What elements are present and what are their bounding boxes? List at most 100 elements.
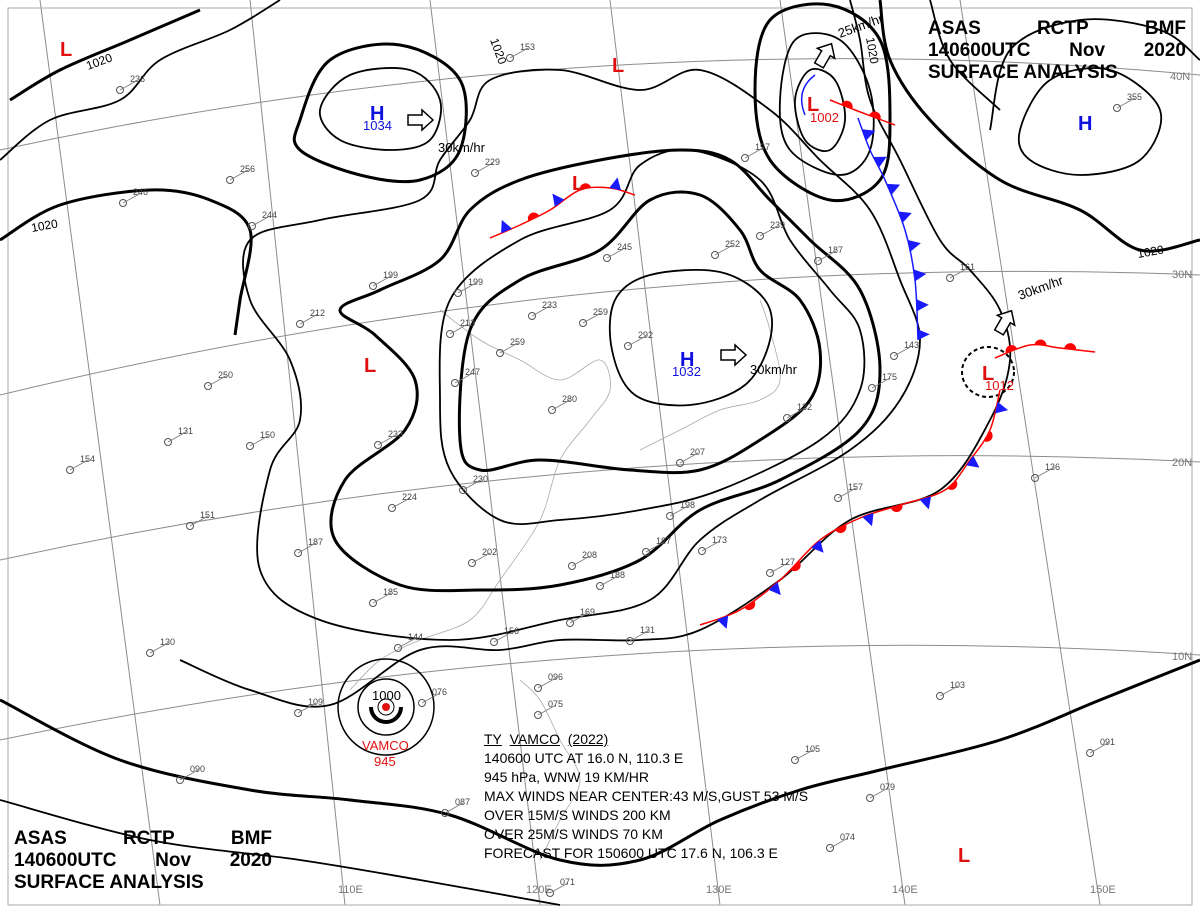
cold-front-triangle (768, 582, 781, 596)
isobar-line (0, 0, 281, 161)
station-pressure: 252 (725, 239, 740, 249)
station-pressure: 127 (780, 557, 795, 567)
low-pressure-center: L (807, 94, 819, 116)
isobar-value-label: 1020 (863, 36, 881, 65)
longitude-label: 150E (1090, 884, 1116, 896)
parallel-line (0, 58, 1200, 151)
station-circle-icon (369, 282, 377, 290)
station-circle-icon (248, 222, 256, 230)
station-pressure: 236 (130, 74, 145, 84)
wind-barb-icon (769, 562, 789, 574)
station-pressure: 087 (455, 797, 470, 807)
station-pressure: 239 (770, 220, 785, 230)
wind-barb-icon (421, 692, 441, 704)
title-agency: ASAS (14, 828, 67, 849)
isobar-line-thick (878, 0, 1200, 253)
station-circle-icon (534, 684, 542, 692)
typhoon-arc (369, 706, 403, 724)
parallel-line (0, 455, 1200, 561)
wind-barb-icon (759, 225, 779, 237)
station-pressure: 169 (580, 607, 595, 617)
coastline (349, 309, 611, 691)
station-circle-icon (626, 637, 634, 645)
warm-front (829, 99, 896, 126)
station-pressure: 157 (848, 482, 863, 492)
low-pressure-center: L (982, 363, 994, 385)
cold-front-triangle (811, 539, 824, 553)
cold-front-triangle (907, 239, 921, 252)
ty-pressure-motion: 945 hPa, WNW 19 KM/HR (484, 769, 649, 785)
wind-barb-icon (714, 244, 734, 256)
station-circle-icon (534, 711, 542, 719)
meridian-line (39, 0, 161, 906)
arrow-shape (813, 42, 836, 69)
station-pressure: 105 (805, 744, 820, 754)
isobar-value-label: 1020 (1136, 242, 1165, 260)
station-pressure: 156 (504, 626, 519, 636)
wind-barb-icon (229, 169, 249, 181)
station-circle-icon (741, 154, 749, 162)
map-title-top-right: ASAS RCTP BMF 140600UTC Nov 2020 SURFACE ANALY… (928, 18, 1186, 84)
station-pressure: 187 (308, 537, 323, 547)
station-pressure: 246 (133, 187, 148, 197)
warm-front-semicircle (869, 111, 881, 120)
latitude-label: 20N (1172, 457, 1192, 469)
low-pressure-center: L (958, 845, 970, 867)
wind-barb-icon (939, 685, 959, 697)
typhoon-center-icon (382, 703, 390, 711)
longitude-label: 130E (706, 884, 732, 896)
warm-front-semicircle (1034, 339, 1047, 346)
isobar-line-thick (329, 148, 882, 593)
warm-front-semicircle (835, 524, 847, 534)
station-circle-icon (146, 649, 154, 657)
station-pressure: 079 (880, 782, 895, 792)
warm-front-semicircle (1005, 345, 1018, 354)
wind-barb-icon (786, 407, 806, 419)
isobar-value-label: 1020 (487, 36, 509, 66)
wind-barb-icon (207, 375, 227, 387)
station-circle-icon (596, 582, 604, 590)
wind-barb-icon (167, 431, 187, 443)
station-circle-icon (394, 644, 402, 652)
station-pressure: 233 (388, 429, 403, 439)
wind-barb-icon (537, 677, 557, 689)
high-pressure-center: H (680, 349, 694, 371)
wind-barb-icon (893, 345, 913, 357)
wind-barb-icon (949, 267, 969, 279)
latitude-label: 30N (1172, 269, 1192, 281)
coastline (639, 299, 781, 451)
wind-barb-icon (871, 377, 891, 389)
title-year: 2020 (1143, 40, 1186, 61)
station-pressure: 143 (904, 340, 919, 350)
typhoon-map-name: VAMCO (362, 738, 409, 753)
motion-speed-label: 30km/hr (750, 362, 798, 377)
station-circle-icon (579, 319, 587, 327)
title-station: RCTP (122, 828, 175, 849)
isobar-line-thick (9, 8, 201, 102)
wind-barb-icon (372, 592, 392, 604)
wind-barb-icon (606, 247, 626, 259)
cold-front-triangle (501, 219, 513, 234)
typhoon-circle (357, 678, 415, 736)
station-circle-icon (783, 414, 791, 422)
station-circle-icon (603, 254, 611, 262)
station-circle-icon (890, 352, 898, 360)
meridian-line (779, 0, 906, 906)
station-circle-icon (548, 406, 556, 414)
isobar-line (989, 18, 1200, 131)
station-circle-icon (698, 547, 706, 555)
arrow-shape (407, 108, 435, 132)
motion-speed-label: 30km/hr (1016, 272, 1066, 302)
wind-barb-icon (679, 452, 699, 464)
warm-front-semicircle (841, 100, 853, 109)
station-pressure: 207 (690, 447, 705, 457)
ty-position: 140600 UTC AT 16.0 N, 110.3 E (484, 750, 684, 766)
wind-barb-icon (569, 612, 589, 624)
isobar-line-thick (0, 658, 1200, 867)
station-circle-icon (490, 638, 498, 646)
station-circle-icon (468, 559, 476, 567)
wind-barb-icon (629, 630, 649, 642)
map-title-bottom-left: ASAS RCTP BMF 140600UTC Nov 2020 SURFACE ANALY… (14, 828, 272, 894)
wind-barb-icon (669, 505, 689, 517)
station-pressure: 247 (465, 367, 480, 377)
